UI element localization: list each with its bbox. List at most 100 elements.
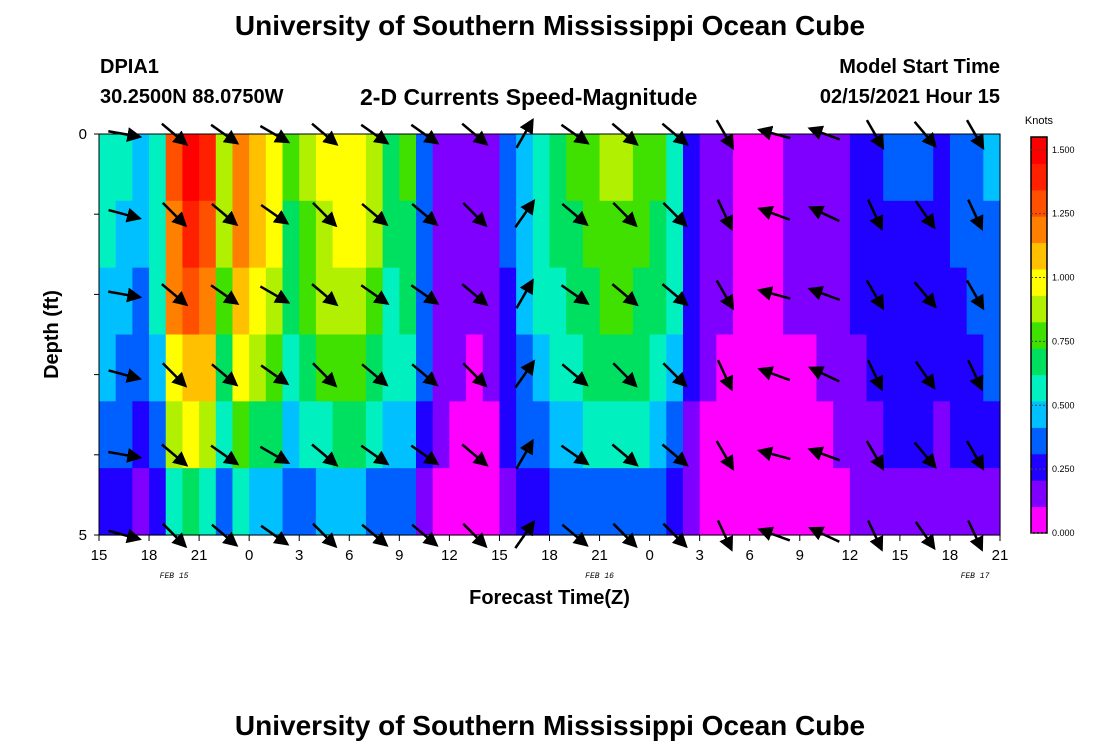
heatmap-cell <box>532 401 551 469</box>
heatmap-cell <box>249 200 267 269</box>
heatmap-cell <box>749 134 768 202</box>
current-arrow <box>411 202 439 227</box>
date-label: FEB 15 <box>160 572 189 581</box>
heatmap-cell <box>666 468 684 536</box>
current-arrow <box>161 362 188 388</box>
heatmap-cell <box>382 200 400 269</box>
heatmap-cell <box>365 468 384 536</box>
heatmap-cell <box>382 468 400 536</box>
heatmap-cell <box>799 200 818 269</box>
heatmap-cell <box>582 134 601 202</box>
heatmap-cell <box>616 200 634 269</box>
heatmap-cell <box>199 468 217 536</box>
current-arrow <box>808 205 840 223</box>
x-tick-label: 3 <box>695 547 703 564</box>
heatmap-cell <box>382 134 400 202</box>
current-arrow <box>662 362 688 388</box>
heatmap-cell <box>532 134 551 202</box>
heatmap-cell <box>849 200 868 269</box>
heatmap-cell <box>549 134 567 202</box>
heatmap-cell <box>265 468 284 536</box>
current-arrow <box>865 279 885 311</box>
heatmap-cell <box>966 134 984 202</box>
x-tick-label: 6 <box>345 547 353 564</box>
heatmap-cell <box>215 134 234 202</box>
colorbar-segment <box>1031 163 1047 191</box>
heatmap-cell <box>299 334 317 402</box>
heatmap-cell <box>199 267 217 336</box>
heatmap-cell <box>199 334 217 402</box>
heatmap-cell <box>399 468 417 536</box>
footer-title: University of Southern Mississippi Ocean… <box>234 710 866 741</box>
x-tick-label: 15 <box>491 547 508 564</box>
heatmap-cell <box>432 334 450 402</box>
heatmap-cell <box>733 134 751 202</box>
colorbar-tick-label: 0.750 <box>1052 336 1075 346</box>
heatmap-cell <box>616 267 634 336</box>
heatmap-cell <box>883 401 901 469</box>
heatmap-cell <box>649 267 667 336</box>
current-arrow <box>259 445 291 465</box>
colorbar-segment <box>1031 427 1047 455</box>
heatmap-cell <box>532 267 551 336</box>
heatmap-cell <box>849 334 868 402</box>
colorbar-segment <box>1031 242 1047 270</box>
heatmap-cell <box>232 334 250 402</box>
x-tick-label: 15 <box>892 547 909 564</box>
current-arrow <box>210 444 240 466</box>
heatmap-cell <box>249 267 267 336</box>
heatmap-cell <box>716 334 734 402</box>
heatmap-cell <box>566 468 584 536</box>
heatmap-cell <box>616 468 634 536</box>
current-arrows <box>108 117 985 552</box>
heatmap-cell <box>916 468 934 536</box>
current-arrow <box>410 444 440 466</box>
heatmap-cell <box>899 401 918 469</box>
heatmap-cell <box>349 468 367 536</box>
current-arrow <box>716 199 733 231</box>
heatmap-cell <box>716 468 734 536</box>
heatmap-cell <box>632 334 651 402</box>
heatmap-cell <box>215 468 234 536</box>
heatmap-cell <box>966 334 984 402</box>
heatmap-cell <box>883 134 901 202</box>
heatmap-cell <box>599 334 617 402</box>
heatmap-cell <box>399 200 417 269</box>
heatmap-cell <box>649 134 667 202</box>
heatmap-cell <box>199 200 217 269</box>
heatmap-cell <box>99 200 117 269</box>
heatmap-cell <box>783 334 801 402</box>
current-arrow <box>757 205 791 221</box>
heatmap-cell <box>699 267 717 336</box>
heatmap-cell <box>349 334 367 402</box>
current-arrow <box>461 443 489 467</box>
heatmap-cell <box>933 200 951 269</box>
heatmap-cell <box>966 200 984 269</box>
heatmap-cell <box>549 401 567 469</box>
heatmap-cell <box>532 200 551 269</box>
colorbar-tick-label: 1.500 <box>1052 145 1075 155</box>
current-arrow <box>612 202 638 228</box>
heatmap-cell <box>916 401 934 469</box>
colorbar-segment <box>1031 401 1047 428</box>
heatmap-cell <box>149 267 167 336</box>
heatmap-cell <box>883 267 901 336</box>
heatmap-cell <box>382 401 400 469</box>
heatmap-cell <box>749 334 768 402</box>
heatmap-cell <box>649 334 667 402</box>
current-arrow <box>108 448 143 463</box>
heatmap-cell <box>816 134 834 202</box>
heatmap-cell <box>332 134 350 202</box>
heatmap-cell <box>866 134 884 202</box>
heatmap-cell <box>733 468 751 536</box>
heatmap-cell <box>499 134 517 202</box>
heatmap-cell <box>816 334 834 402</box>
x-tick-label: 18 <box>541 547 558 564</box>
current-arrow <box>756 286 791 301</box>
heatmap-cell <box>816 401 834 469</box>
station-id: DPIA1 <box>100 56 159 78</box>
heatmap-cell <box>849 134 868 202</box>
heatmap-cell <box>733 334 751 402</box>
heatmap-cell <box>682 468 701 536</box>
heatmap-cell <box>983 200 1001 269</box>
